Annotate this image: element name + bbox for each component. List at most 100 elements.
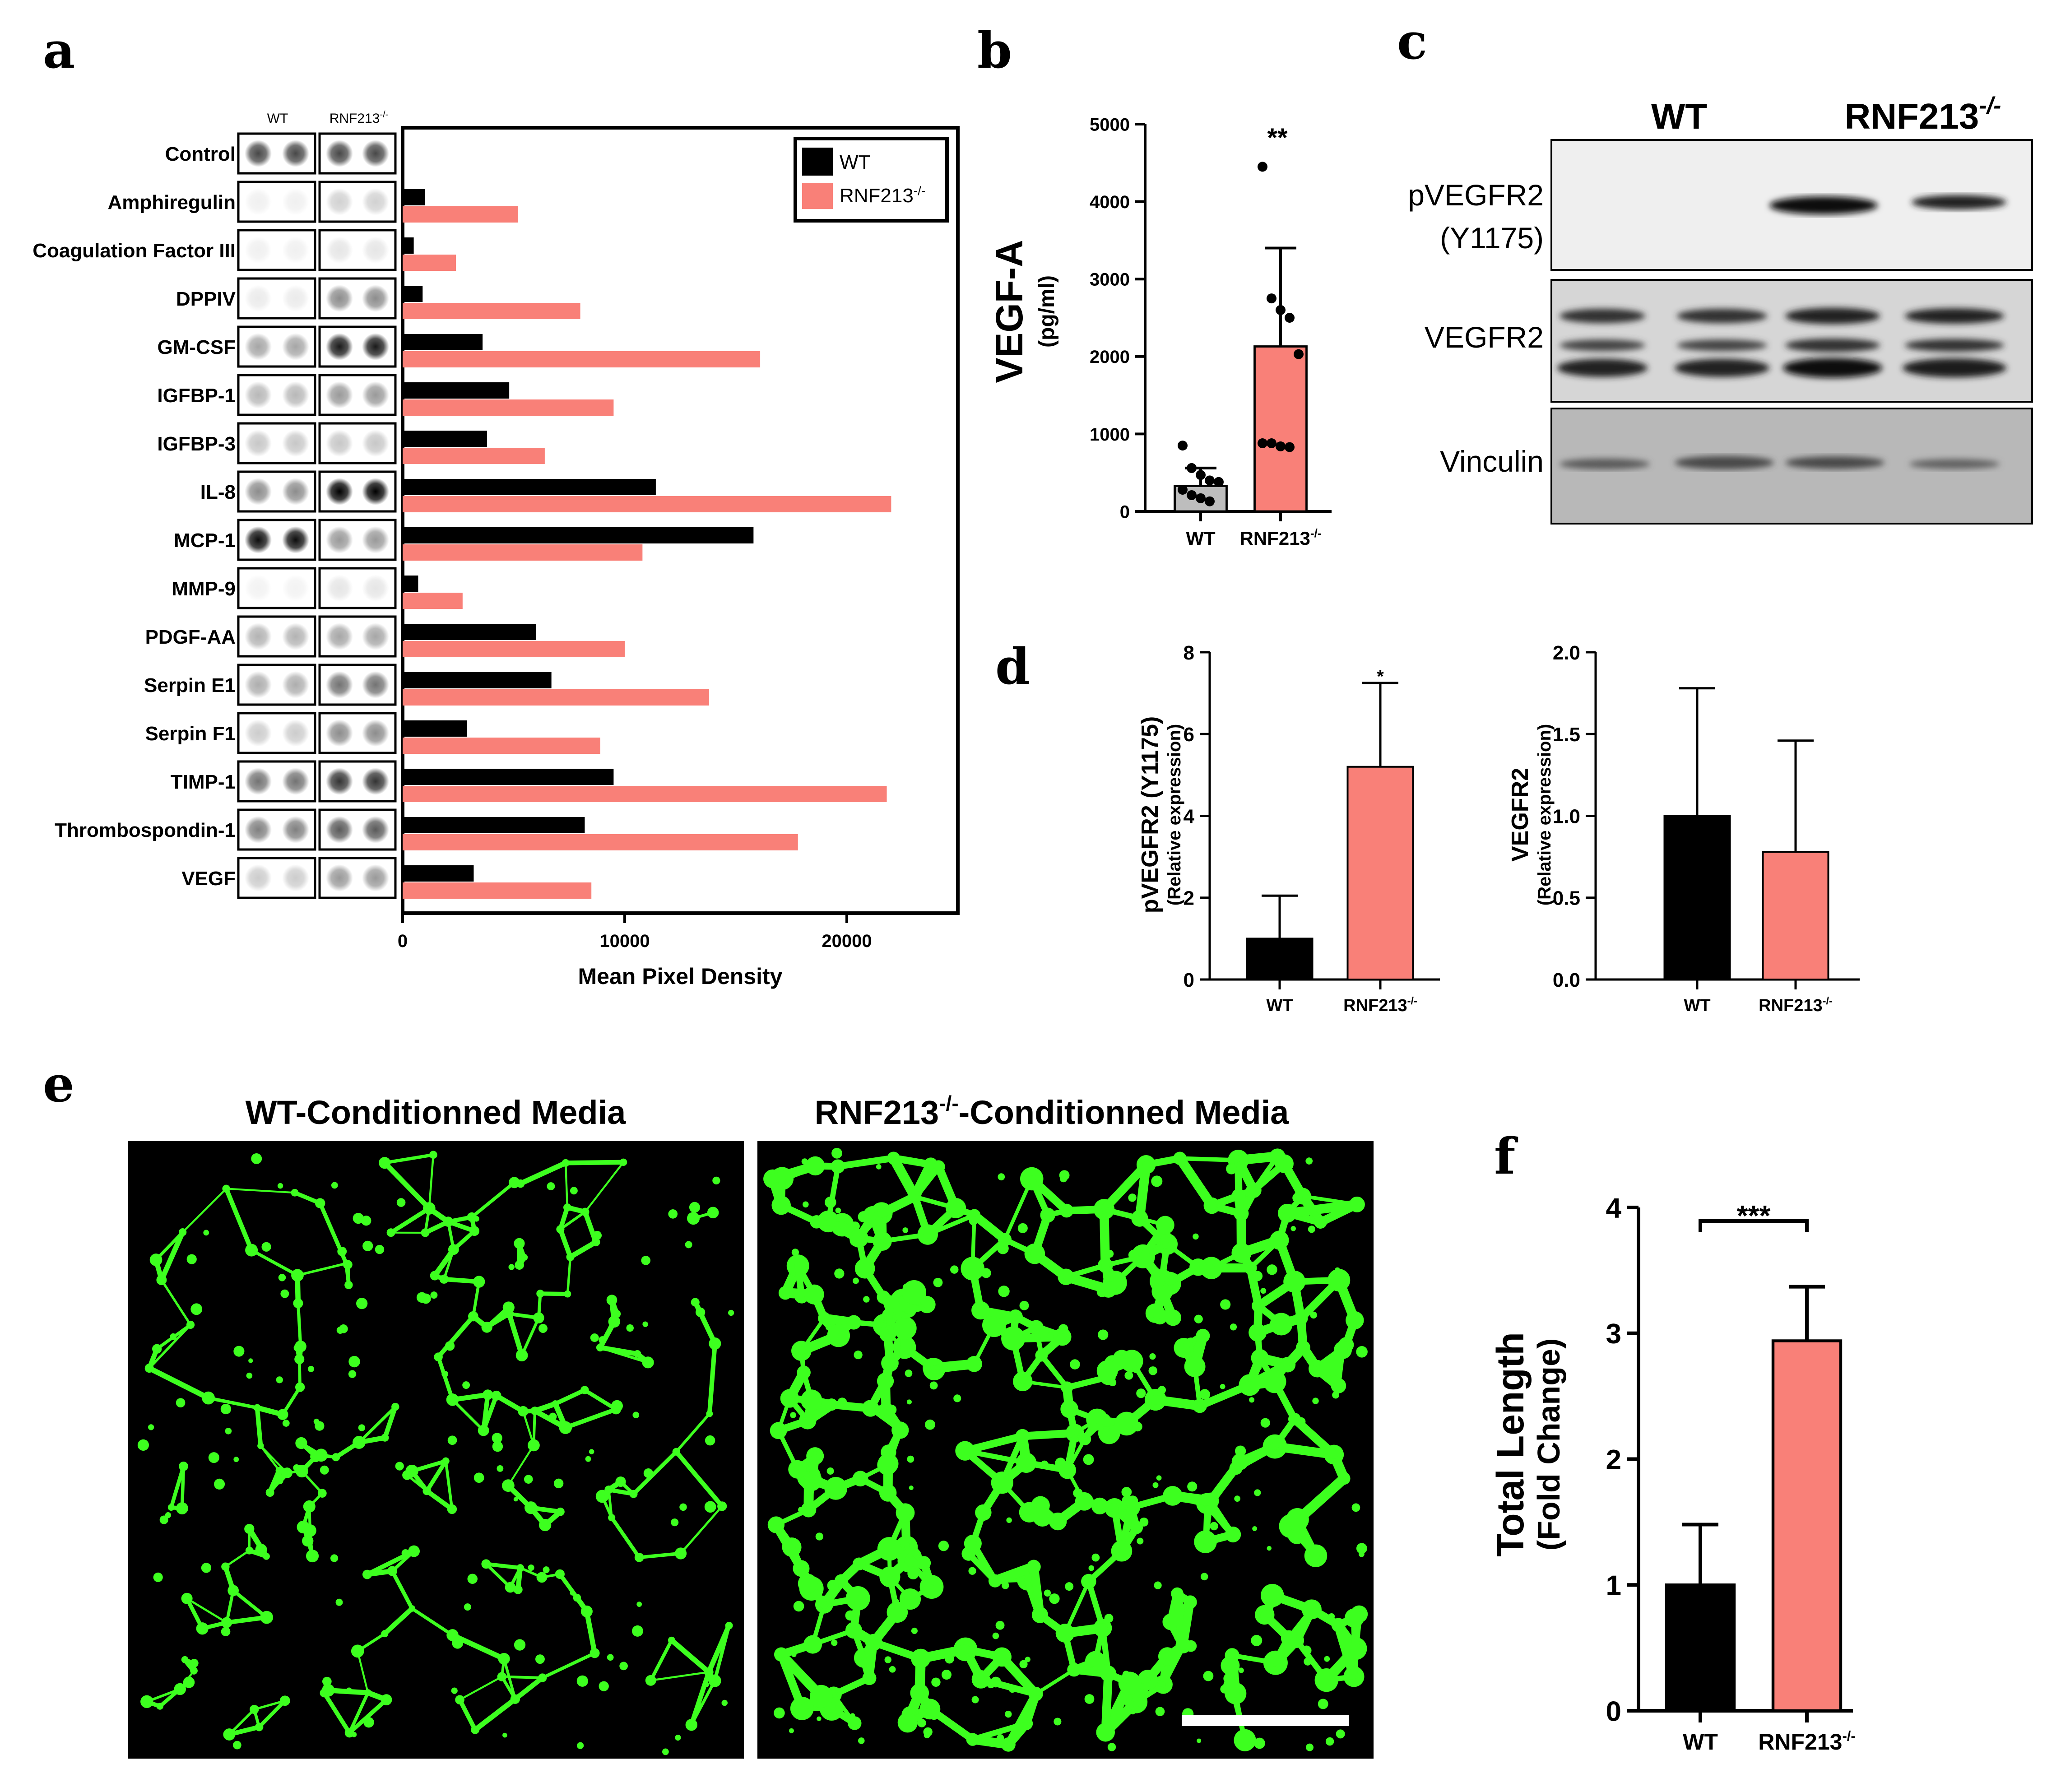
cell-dot [464, 1603, 471, 1611]
vessel-segment [481, 1393, 499, 1433]
vessel-node [315, 1198, 325, 1208]
cell-dot [886, 1404, 897, 1415]
cell-dot [902, 1227, 909, 1233]
cell-dot [1356, 1346, 1368, 1358]
cell-dot [251, 1153, 262, 1164]
cell-dot [1260, 1610, 1272, 1622]
bar-ko [403, 351, 761, 367]
blot-pvegfr2 [1550, 139, 2033, 271]
vessel-node [1035, 1349, 1048, 1362]
cell-dot [276, 1376, 283, 1383]
blot-dot [362, 381, 389, 409]
vessel-segment [436, 1355, 455, 1402]
vessel-node [1061, 1381, 1073, 1394]
blot-dot [282, 430, 309, 457]
cell-dot [826, 1324, 832, 1331]
vessel-segment [518, 1160, 568, 1186]
vessel-segment [425, 1459, 448, 1493]
cytokine-label: Thrombospondin-1 [55, 819, 236, 841]
y-tick-label: 0 [1184, 969, 1194, 991]
vessel-segment [679, 1505, 723, 1555]
vessel-segment [891, 1156, 941, 1170]
bar-ko [403, 593, 463, 609]
cell-dot [170, 1333, 177, 1340]
cell-dot [1121, 1487, 1132, 1497]
y-tick-label: 2000 [1090, 347, 1130, 367]
cell-dot [1059, 1175, 1068, 1183]
blot-dot [245, 816, 272, 843]
cell-dot [791, 1249, 799, 1256]
blot-dot [326, 575, 353, 602]
vessel-segment [532, 1401, 558, 1414]
vessel-segment [675, 1412, 711, 1453]
blot-dot [245, 430, 272, 457]
vessel-segment [348, 1691, 370, 1735]
cell-dot [992, 1632, 999, 1639]
vessel-segment [553, 1402, 567, 1430]
vessel-node [806, 1156, 825, 1176]
cell-dot [626, 1324, 634, 1332]
vessel-node [591, 1238, 600, 1247]
vessel-node [725, 1621, 733, 1630]
cell-dot [1230, 1323, 1237, 1331]
cell-dot [1304, 1657, 1312, 1666]
cell-dot [611, 1400, 623, 1412]
cell-dot [358, 1424, 366, 1431]
y-tick-label: 3000 [1090, 270, 1130, 290]
y-tick-label: 4 [1184, 805, 1195, 827]
cell-dot [1008, 1685, 1016, 1693]
legend-a: WT RNF213-/- [794, 137, 949, 223]
data-point [1205, 475, 1215, 486]
cell-dot [953, 1394, 961, 1402]
cell-dot [447, 1435, 457, 1445]
vessel-node [167, 1504, 175, 1511]
vessel-node [991, 1472, 1013, 1494]
cell-dot [704, 1501, 716, 1513]
cell-dot [492, 1441, 503, 1452]
cell-dot [1359, 1551, 1365, 1557]
cell-dot [1154, 1581, 1162, 1589]
cytokine-label: IGFBP-3 [157, 433, 236, 455]
vessel-node [391, 1402, 399, 1411]
vessel-node [877, 1453, 899, 1474]
blot-dot [245, 478, 272, 505]
vessel-node [1269, 1148, 1286, 1164]
cell-dot [1267, 1546, 1272, 1551]
cell-dot [353, 1212, 364, 1224]
x-tick-label: WT [1266, 996, 1293, 1015]
vessel-segment [513, 1676, 544, 1701]
vessel-node [1328, 1269, 1351, 1292]
cell-dot [774, 1707, 785, 1719]
cell-dot [837, 1397, 847, 1407]
cell-dot [1002, 1582, 1009, 1589]
cell-dot [335, 1598, 343, 1606]
cell-dot [1019, 1660, 1028, 1668]
vessel-segment [506, 1311, 525, 1358]
cell-dot [850, 1713, 855, 1718]
blot-dot [326, 720, 353, 747]
vessel-segment [148, 1323, 192, 1370]
cell-dot [968, 1567, 976, 1575]
bar-wt [1663, 815, 1731, 980]
blot-dot [362, 623, 389, 650]
cell-dot [203, 1230, 209, 1236]
cell-dot [1105, 1249, 1114, 1258]
blot-dot [326, 381, 353, 409]
cell-dot [1301, 1645, 1312, 1656]
vessel-segment [424, 1488, 455, 1512]
cell-dot [998, 1286, 1004, 1292]
vessel-segment [584, 1161, 625, 1213]
blot-dot [282, 381, 309, 409]
cell-dot [997, 1734, 1004, 1742]
vessel-segment [1039, 1352, 1070, 1390]
data-point [1285, 313, 1295, 323]
cytokine-label: MCP-1 [174, 529, 236, 552]
vessel-node [1283, 1270, 1306, 1293]
vessel-segment [322, 1690, 352, 1735]
cell-dot [396, 1198, 406, 1207]
vessel-node [893, 1317, 917, 1340]
x-tick-label: WT [1683, 1729, 1718, 1755]
cell-dot [1155, 1707, 1165, 1717]
vessel-segment [181, 1188, 227, 1233]
cell-dot [675, 1735, 681, 1741]
